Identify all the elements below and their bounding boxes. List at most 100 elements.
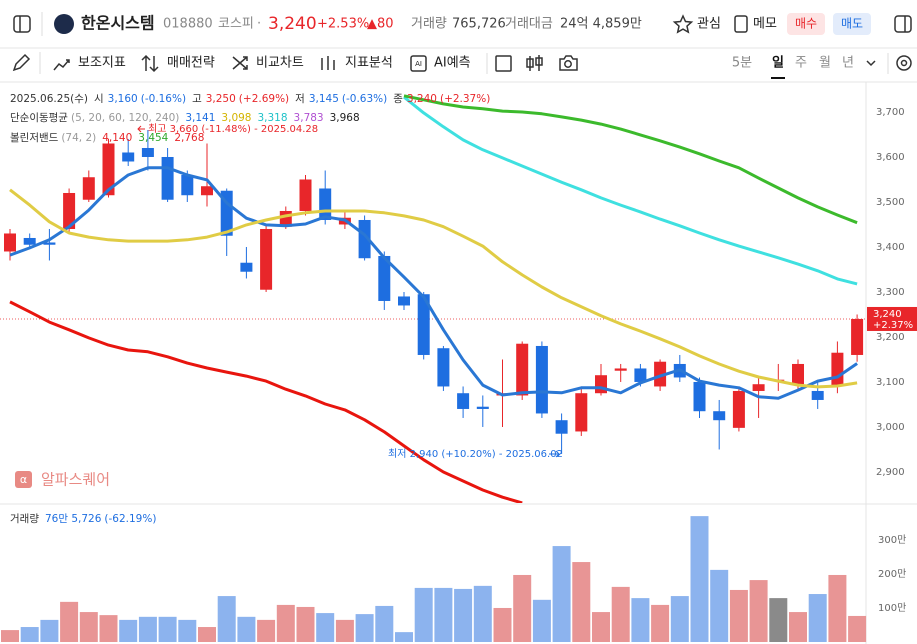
candle-body — [417, 294, 430, 355]
volume-bar — [138, 616, 157, 642]
shape-tool[interactable] — [495, 55, 512, 72]
volume-bar — [395, 632, 413, 642]
screenshot-tool[interactable] — [559, 55, 578, 71]
candle-body — [358, 219, 371, 259]
period-button[interactable]: 5분 — [732, 56, 752, 71]
candle-body — [220, 190, 233, 236]
volume-bar — [749, 580, 768, 642]
legend-date: 2025.06.25(수) — [10, 93, 88, 105]
draw-icon[interactable] — [12, 53, 31, 72]
candle-body — [555, 420, 568, 434]
strategy-button[interactable]: 매매전략 — [167, 56, 215, 71]
toolbar: 보조지표 매매전략 비교차트 지표분석 AI AI예측 5분 일 주 월 년 — [12, 52, 912, 79]
volume-bar — [690, 516, 709, 642]
volume-tick-label: 200만 — [878, 568, 906, 580]
analysis-button[interactable]: 지표분석 — [345, 56, 393, 71]
chart-type-tool[interactable] — [526, 55, 543, 71]
volume-bar — [276, 604, 295, 642]
indicators-button[interactable]: 보조지표 — [78, 56, 126, 71]
stock-name: 한온시스템 — [81, 14, 155, 33]
candle-body — [319, 188, 332, 220]
legend-params: (5, 20, 60, 120, 240) — [71, 112, 179, 124]
volume-bar — [848, 615, 867, 642]
candle-body — [693, 381, 706, 412]
y-tick-label: 3,700 — [876, 107, 905, 118]
legend-value: 3,160 — [108, 93, 138, 105]
y-tick-label: 3,500 — [876, 197, 905, 208]
header: 한온시스템 018880 코스피 · 3,240 +2.53% ▲80 거래량 … — [13, 12, 912, 36]
buy-button-bg[interactable] — [787, 13, 825, 35]
volume-bar — [375, 605, 394, 642]
candle-body — [654, 361, 667, 387]
legend-value: 3,098 — [221, 112, 251, 124]
indicator-line — [9, 166, 858, 400]
legend-value: 2,768 — [174, 132, 204, 144]
period-button[interactable]: 일 — [772, 56, 784, 71]
candle-body — [161, 156, 174, 200]
candle-body — [732, 390, 745, 428]
volume-bar — [1, 630, 19, 642]
volume-bar — [119, 619, 138, 642]
volume-bar — [513, 574, 532, 642]
y-tick-label: 3,100 — [876, 377, 905, 388]
legend-label: 시 — [94, 93, 104, 105]
period-button[interactable]: 주 — [795, 56, 807, 71]
volume-bar — [572, 562, 591, 642]
price: 3,240 — [268, 14, 317, 34]
candle-body — [102, 143, 115, 196]
period-button[interactable]: 월 — [819, 56, 831, 71]
buy-button[interactable]: 매수 — [795, 17, 817, 31]
candle-body — [713, 411, 726, 421]
volume-bar — [335, 619, 354, 642]
period-button[interactable]: 년 — [842, 56, 854, 71]
change: ▲80 — [367, 17, 394, 32]
volume-bar — [769, 598, 788, 642]
bb-legend: 볼린저밴드 (74, 2) 4,140 3,454 2,768 — [10, 132, 204, 144]
legend-value: 3,968 — [330, 112, 360, 124]
volume-bar — [257, 619, 276, 642]
indicator-line — [403, 95, 858, 286]
candle-body — [43, 242, 56, 245]
stock-logo — [54, 14, 74, 34]
candle-body — [476, 406, 489, 409]
legend-label: 볼린저밴드 — [10, 132, 59, 144]
volume-bar — [40, 619, 59, 642]
sell-button[interactable]: 매도 — [841, 17, 863, 31]
panel-icon[interactable] — [894, 15, 912, 33]
legend-label: 단순이동평균 — [10, 112, 68, 124]
volume-bar — [552, 546, 571, 642]
watch-icon[interactable] — [672, 14, 694, 34]
sell-button-bg[interactable] — [833, 13, 871, 35]
candle-body — [201, 186, 213, 196]
last-price-tag — [867, 306, 917, 331]
legend-value: 3,145 — [309, 93, 339, 105]
candle-body — [595, 375, 607, 394]
legend-value: 3,318 — [257, 112, 287, 124]
sidebar-icon[interactable] — [13, 15, 31, 33]
volume-bar — [296, 606, 315, 642]
volume-bar — [651, 604, 670, 642]
memo-icon[interactable] — [734, 15, 748, 33]
volume-label: 거래량 — [411, 17, 447, 32]
volume-bar — [710, 569, 729, 642]
legend-label: 종 — [393, 93, 403, 105]
compare-button[interactable]: 비교차트 — [256, 56, 304, 71]
volume-bar — [454, 588, 473, 642]
memo-button[interactable]: 메모 — [753, 17, 777, 32]
y-tick-label: 2,900 — [876, 467, 905, 478]
ai-button[interactable]: AI예측 — [434, 56, 471, 71]
legend-change: (-0.16%) — [141, 93, 186, 105]
candle-body — [63, 192, 76, 229]
y-tick-label: 3,300 — [876, 287, 905, 298]
legend-value: 3,454 — [138, 132, 168, 144]
volume-bar — [670, 596, 689, 642]
legend-value: 4,140 — [102, 132, 132, 144]
watch-button[interactable]: 관심 — [697, 17, 721, 32]
settings-icon[interactable] — [896, 55, 912, 71]
last-price: 3,240 — [873, 309, 902, 320]
amount-label: 거래대금 — [505, 17, 553, 32]
candle-body — [752, 384, 765, 391]
candle-body — [792, 363, 804, 385]
volume-bar — [355, 614, 374, 642]
change-rate: +2.53% — [317, 17, 369, 32]
